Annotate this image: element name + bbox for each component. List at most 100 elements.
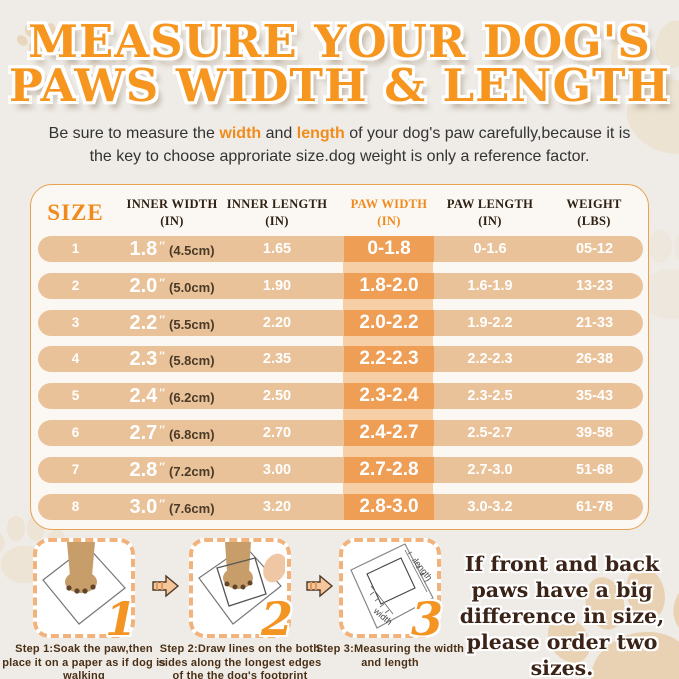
step2-image [189,538,291,638]
inner-width-inches: 2.4 [129,385,158,407]
inner-length-value: 2.70 [262,425,292,441]
inner-width-cm: (6.2cm) [169,390,215,405]
size-chart-table: SIZE INNER WIDTH (IN) INNER LENGTH (IN) … [30,184,649,530]
dog-paw-shape [65,571,97,593]
table-row: 7 2.8 ″ (7.2cm) 3.00 2.7-2.8 2.7-3.0 51-68 [38,457,643,483]
order-note-line: difference in size, [459,604,665,628]
weight-value: 39-58 [575,425,614,441]
hand-shape [263,553,287,583]
dog-leg-shape [225,542,251,574]
col-header-inner-length-line2: (IN) [265,214,289,228]
subtitle-part3: of your dog's paw carefully,because it i… [89,125,631,165]
drawn-outline [216,557,267,607]
paw-width-value: 2.8-3.0 [344,494,434,520]
size-value: 5 [71,388,80,403]
inner-width-cm: (7.2cm) [169,464,215,479]
table-row: 4 2.3 ″ (5.8cm) 2.35 2.2-2.3 2.2-2.3 26-38 [38,346,643,372]
paw-width-value: 2.0-2.2 [344,310,434,336]
step3-image: length width [339,538,441,638]
dog-paw-shape [223,567,253,589]
order-two-sizes-note: If front and back paws have a big differ… [450,551,674,679]
size-value: 2 [71,278,80,293]
inner-width-inches: 2.7 [129,422,158,444]
paw-on-paper-illustration [42,542,126,625]
size-value: 8 [71,499,80,514]
inch-mark: ″ [159,239,166,253]
step2-number: 2 [260,592,293,646]
inch-mark: ″ [159,497,166,511]
inner-length-value: 1.65 [262,241,292,257]
table-row: 1 1.8 ″ (4.5cm) 1.65 0-1.8 0-1.6 05-12 [38,236,643,262]
inner-width-inches: 3.0 [129,496,158,518]
col-header-weight-line2: (LBS) [577,214,611,228]
subtitle-part1: Be sure to measure the [48,125,220,142]
paw-width-value: 1.8-2.0 [344,273,434,299]
inch-mark: ″ [159,460,166,474]
inner-width-cm: (7.6cm) [169,501,215,516]
col-header-weight: WEIGHT (LBS) [544,196,644,230]
inner-width-value: 2.3 ″ (5.8cm) [113,346,231,372]
col-header-paw-width: PAW WIDTH (IN) [334,196,444,230]
page-title-line1: MEASURE YOUR DOG'S [28,15,651,68]
step2-caption: Step 2:Draw lines on the both sides alon… [158,643,322,679]
table-row: 2 2.0 ″ (5.0cm) 1.90 1.8-2.0 1.6-1.9 13-23 [38,273,643,299]
ruler-ticks [369,549,429,615]
weight-value: 35-43 [575,388,614,404]
subtitle-length-word: length [296,125,345,142]
paw-width-value: 2.3-2.4 [344,383,434,409]
inner-width-cm: (6.8cm) [169,427,215,442]
paw-length-value: 1.6-1.9 [467,278,513,294]
weight-value: 51-68 [575,462,614,478]
col-header-size: SIZE [47,200,104,225]
weight-value: 05-12 [575,241,614,257]
paw-length-value: 2.5-2.7 [467,425,513,441]
step3-number: 3 [410,592,443,646]
inner-length-value: 2.35 [262,351,292,367]
col-header-inner-width-line1: INNER WIDTH [126,197,218,211]
subtitle-width-word: width [219,125,262,142]
inner-width-inches: 2.0 [129,275,158,297]
col-header-paw-length-line1: PAW LENGTH [446,197,534,211]
inch-mark: ″ [159,276,166,290]
step3-caption: Step 3:Measuring the width and length [315,643,465,669]
order-note-line: If front and back [464,552,660,576]
measuring-diagram-illustration: length width [350,543,434,629]
arrow-right-icon [306,574,334,598]
paw-length-value: 2.7-3.0 [467,462,513,478]
col-header-inner-length-line1: INNER LENGTH [226,197,328,211]
paw-length-value: 2.2-2.3 [467,351,513,367]
inner-length-value: 3.20 [262,499,292,515]
table-row: 8 3.0 ″ (7.6cm) 3.20 2.8-3.0 3.0-3.2 61-78 [38,494,643,520]
step1-image [33,538,135,638]
paw-length-value: 0-1.6 [473,241,507,257]
table-row: 3 2.2 ″ (5.5cm) 2.20 2.0-2.2 1.9-2.2 21-33 [38,310,643,336]
paw-with-lines-illustration [198,542,287,625]
inner-width-value: 2.0 ″ (5.0cm) [113,273,231,299]
size-value: 6 [71,425,80,440]
inner-length-value: 1.90 [262,278,292,294]
order-note-line: paws have a big [471,578,653,602]
inner-width-cm: (5.8cm) [169,353,215,368]
table-row: 5 2.4 ″ (6.2cm) 2.50 2.3-2.4 2.3-2.5 35-43 [38,383,643,409]
order-note-line: please order two [466,630,658,654]
col-header-paw-width-line2: (IN) [377,214,401,228]
paw-width-value: 0-1.8 [344,236,434,262]
inner-length-value: 3.00 [262,462,292,478]
page-title-line2: PAWS WIDTH & LENGTH [8,59,671,112]
inch-mark: ″ [159,386,166,400]
inch-mark: ″ [159,423,166,437]
arrow-right-icon [152,574,180,598]
col-header-inner-width: INNER WIDTH (IN) [112,196,232,230]
inner-width-value: 2.2 ″ (5.5cm) [113,310,231,336]
weight-value: 61-78 [575,499,614,515]
paw-width-value: 2.2-2.3 [344,346,434,372]
col-header-inner-width-line2: (IN) [160,214,184,228]
inch-mark: ″ [159,313,166,327]
inner-width-cm: (5.5cm) [169,317,215,332]
weight-value: 26-38 [575,351,614,367]
paw-width-value: 2.7-2.8 [344,457,434,483]
subtitle-text: Be sure to measure the width and length … [40,122,639,168]
weight-value: 13-23 [575,278,614,294]
inner-width-value: 3.0 ″ (7.6cm) [113,494,231,520]
dog-leg-shape [67,542,95,578]
